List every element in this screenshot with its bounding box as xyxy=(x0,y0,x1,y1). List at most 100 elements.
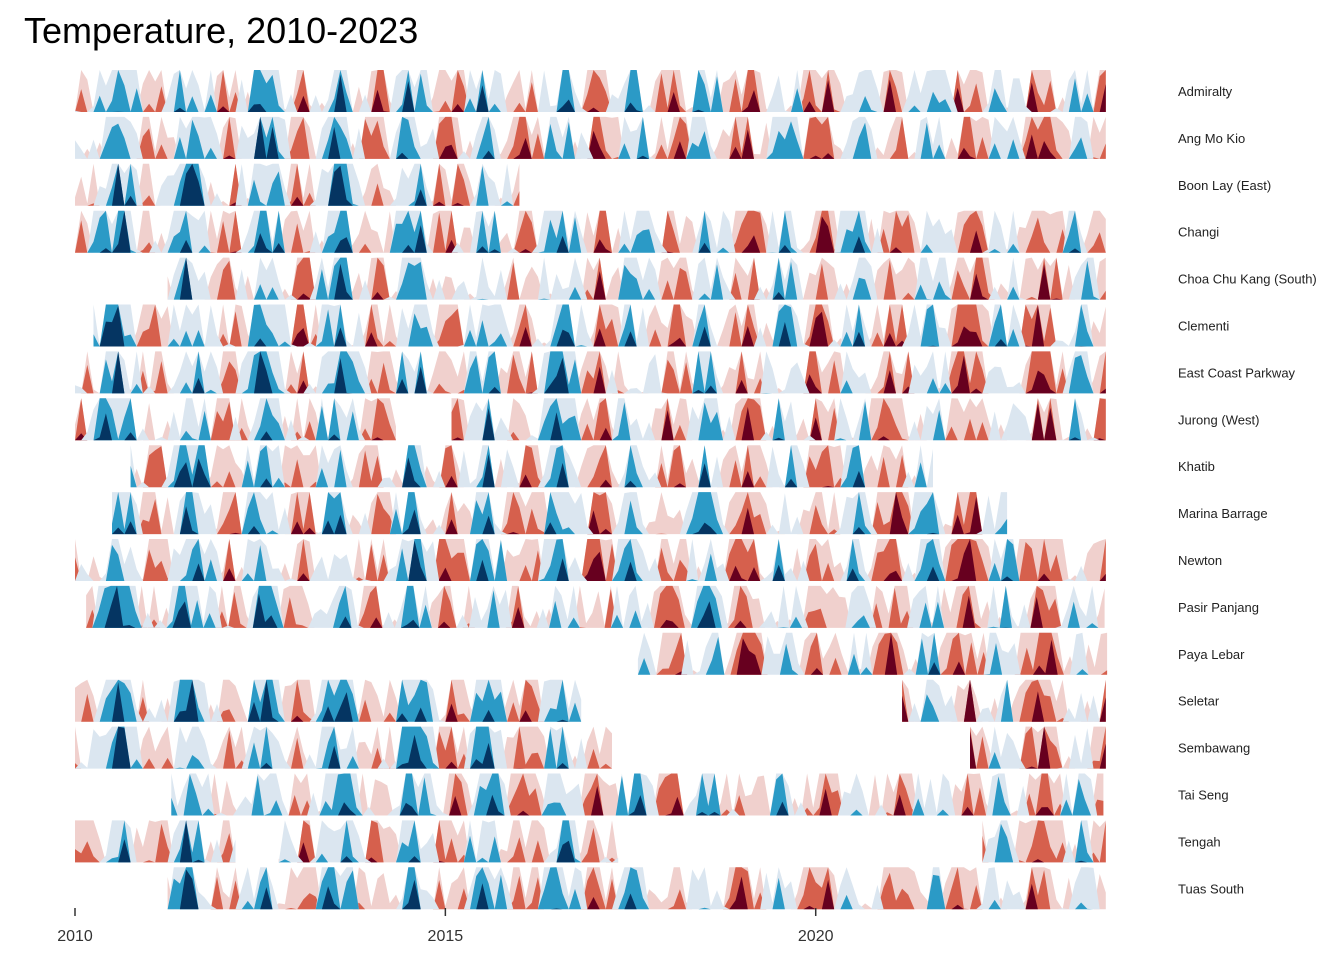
horizon-band xyxy=(902,679,1106,722)
station-row: Tai Seng xyxy=(171,773,1229,816)
horizon-band xyxy=(75,210,1106,253)
horizon-band xyxy=(75,70,1106,112)
horizon-band xyxy=(75,703,582,722)
horizon-band xyxy=(167,867,1106,910)
horizon-band xyxy=(75,70,1106,112)
horizon-band xyxy=(75,413,396,441)
horizon-band xyxy=(451,403,1106,441)
horizon-band xyxy=(75,351,1106,394)
station-label: Tai Seng xyxy=(1178,788,1229,803)
horizon-band xyxy=(75,116,1106,159)
horizon-band xyxy=(970,726,1106,769)
station-label: Sembawang xyxy=(1178,741,1250,756)
station-row: Seletar xyxy=(75,679,1220,722)
horizon-band xyxy=(167,257,1106,300)
horizon-band xyxy=(86,585,1105,628)
station-row: Clementi xyxy=(93,304,1229,347)
station-label: Ang Mo Kio xyxy=(1178,131,1245,146)
station-label: Tuas South xyxy=(1178,881,1244,896)
horizon-band xyxy=(112,492,1008,535)
horizon-band xyxy=(130,445,934,488)
station-label: Tengah xyxy=(1178,834,1221,849)
horizon-band xyxy=(86,585,1105,628)
horizon-band xyxy=(75,398,396,441)
horizon-band xyxy=(75,539,1106,581)
station-label: Clementi xyxy=(1178,319,1229,334)
horizon-band xyxy=(902,679,1106,722)
station-row: Sembawang xyxy=(75,726,1250,769)
horizon-band xyxy=(75,398,396,441)
horizon-band xyxy=(75,679,582,722)
x-tick-label: 2010 xyxy=(57,928,93,945)
station-row: Pasir Panjang xyxy=(86,585,1259,628)
horizon-band xyxy=(278,820,619,863)
horizon-band xyxy=(75,823,236,863)
horizon-band xyxy=(982,820,1106,863)
horizon-band xyxy=(93,304,1106,347)
station-row: Boon Lay (East) xyxy=(75,163,1271,206)
station-label: Jurong (West) xyxy=(1178,412,1259,427)
x-axis: 2010 2015 2020 xyxy=(57,908,834,945)
horizon-band xyxy=(93,304,1106,347)
station-label: Boon Lay (East) xyxy=(1178,178,1271,193)
station-row: Jurong (West) xyxy=(75,398,1259,441)
horizon-band xyxy=(171,773,1104,816)
horizon-band xyxy=(75,70,1106,112)
station-row: Changi xyxy=(75,210,1219,253)
horizon-band xyxy=(75,163,520,206)
horizon-band xyxy=(93,304,1106,347)
horizon-band xyxy=(970,726,1106,769)
horizon-band xyxy=(451,398,1106,441)
station-label: Seletar xyxy=(1178,694,1220,709)
horizon-band xyxy=(167,869,1106,910)
horizon-band xyxy=(75,679,582,722)
horizon-band xyxy=(75,351,1106,394)
horizon-band xyxy=(86,585,1105,628)
horizon-band xyxy=(93,305,1106,347)
station-label: Changi xyxy=(1178,225,1219,240)
horizon-band xyxy=(130,445,934,488)
horizon-band xyxy=(982,820,1106,863)
horizon-band xyxy=(167,867,1106,910)
station-label: Choa Chu Kang (South) xyxy=(1178,272,1317,287)
horizon-band xyxy=(902,679,1106,722)
horizon-band xyxy=(278,820,619,863)
horizon-band xyxy=(982,860,1106,863)
horizon-band xyxy=(75,726,612,769)
x-tick-label: 2015 xyxy=(428,928,464,945)
horizon-band xyxy=(75,679,582,722)
station-row: Khatib xyxy=(130,445,1215,488)
horizon-band xyxy=(637,632,1108,675)
station-row: Tuas South xyxy=(167,867,1244,910)
station-label: Paya Lebar xyxy=(1178,647,1245,662)
station-row: Newton xyxy=(75,539,1222,581)
horizon-band xyxy=(278,820,619,863)
horizon-band xyxy=(75,163,520,206)
station-row: Paya Lebar xyxy=(637,632,1245,675)
horizon-band xyxy=(75,210,1106,253)
horizon-band xyxy=(112,492,1008,535)
station-row: Admiralty xyxy=(75,70,1233,112)
station-label: Admiralty xyxy=(1178,84,1233,99)
station-row: Tengah xyxy=(75,820,1221,863)
x-tick-label: 2020 xyxy=(798,928,834,945)
horizon-band xyxy=(637,633,1108,675)
station-label: Khatib xyxy=(1178,459,1215,474)
horizon-band xyxy=(970,752,1106,769)
horizon-band xyxy=(75,210,1106,253)
horizon-band xyxy=(75,539,1106,581)
horizon-band xyxy=(171,773,1104,816)
horizon-band xyxy=(75,820,236,863)
station-label: East Coast Parkway xyxy=(1178,365,1296,380)
station-row: Choa Chu Kang (South) xyxy=(167,257,1317,300)
horizon-band xyxy=(982,820,1106,863)
horizon-band xyxy=(75,539,1106,581)
horizon-band xyxy=(75,539,1106,581)
station-row: East Coast Parkway xyxy=(75,351,1296,394)
station-row: Ang Mo Kio xyxy=(75,116,1245,159)
horizon-band xyxy=(130,445,934,488)
station-label: Marina Barrage xyxy=(1178,506,1268,521)
horizon-band xyxy=(75,116,1106,159)
horizon-band xyxy=(75,351,1106,394)
